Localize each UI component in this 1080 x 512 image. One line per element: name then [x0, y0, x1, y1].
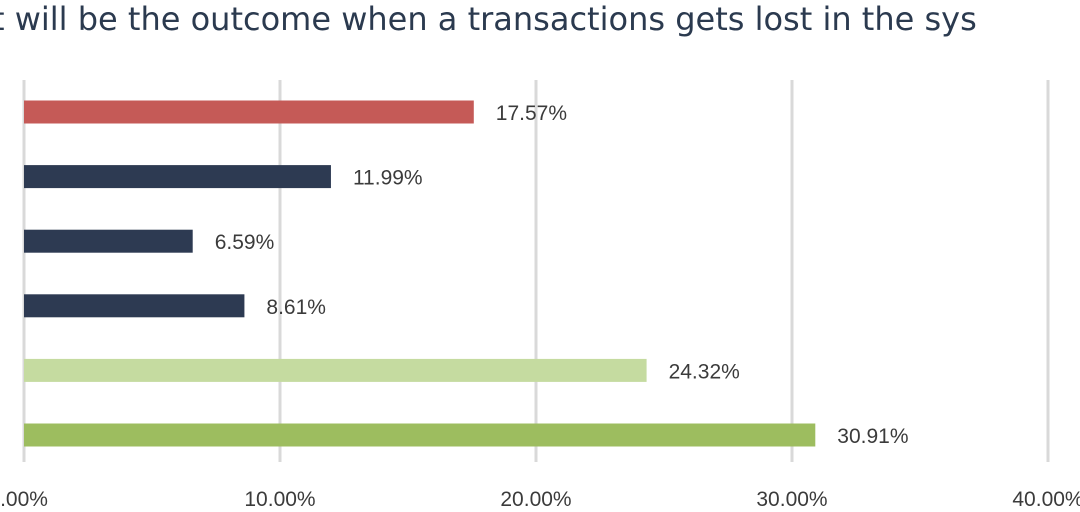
data-label: 8.61% [266, 296, 326, 319]
chart-title: t will be the outcome when a transaction… [0, 0, 977, 38]
bar [24, 100, 474, 124]
data-label: 6.59% [215, 231, 275, 254]
bar [24, 229, 193, 253]
bar [24, 294, 245, 318]
data-label: 17.57% [496, 102, 567, 125]
data-labels: 17.57% 11.99% 6.59% 8.61% 24.32% 30.91% [215, 102, 909, 448]
x-tick-label: .00% [0, 488, 48, 511]
x-axis-ticks: .00% 10.00% 20.00% 30.00% 40.00% [0, 488, 1080, 511]
bar [24, 423, 816, 447]
data-label: 11.99% [353, 167, 423, 190]
data-label: 30.91% [837, 425, 908, 448]
bar [24, 358, 647, 382]
bars [24, 100, 816, 447]
bar [24, 165, 331, 189]
x-tick-label: 30.00% [756, 488, 827, 511]
gridlines [22, 80, 1050, 462]
x-tick-label: 20.00% [500, 488, 571, 511]
x-tick-label: 40.00% [1012, 488, 1080, 511]
data-label: 24.32% [669, 360, 740, 383]
x-tick-label: 10.00% [244, 488, 315, 511]
